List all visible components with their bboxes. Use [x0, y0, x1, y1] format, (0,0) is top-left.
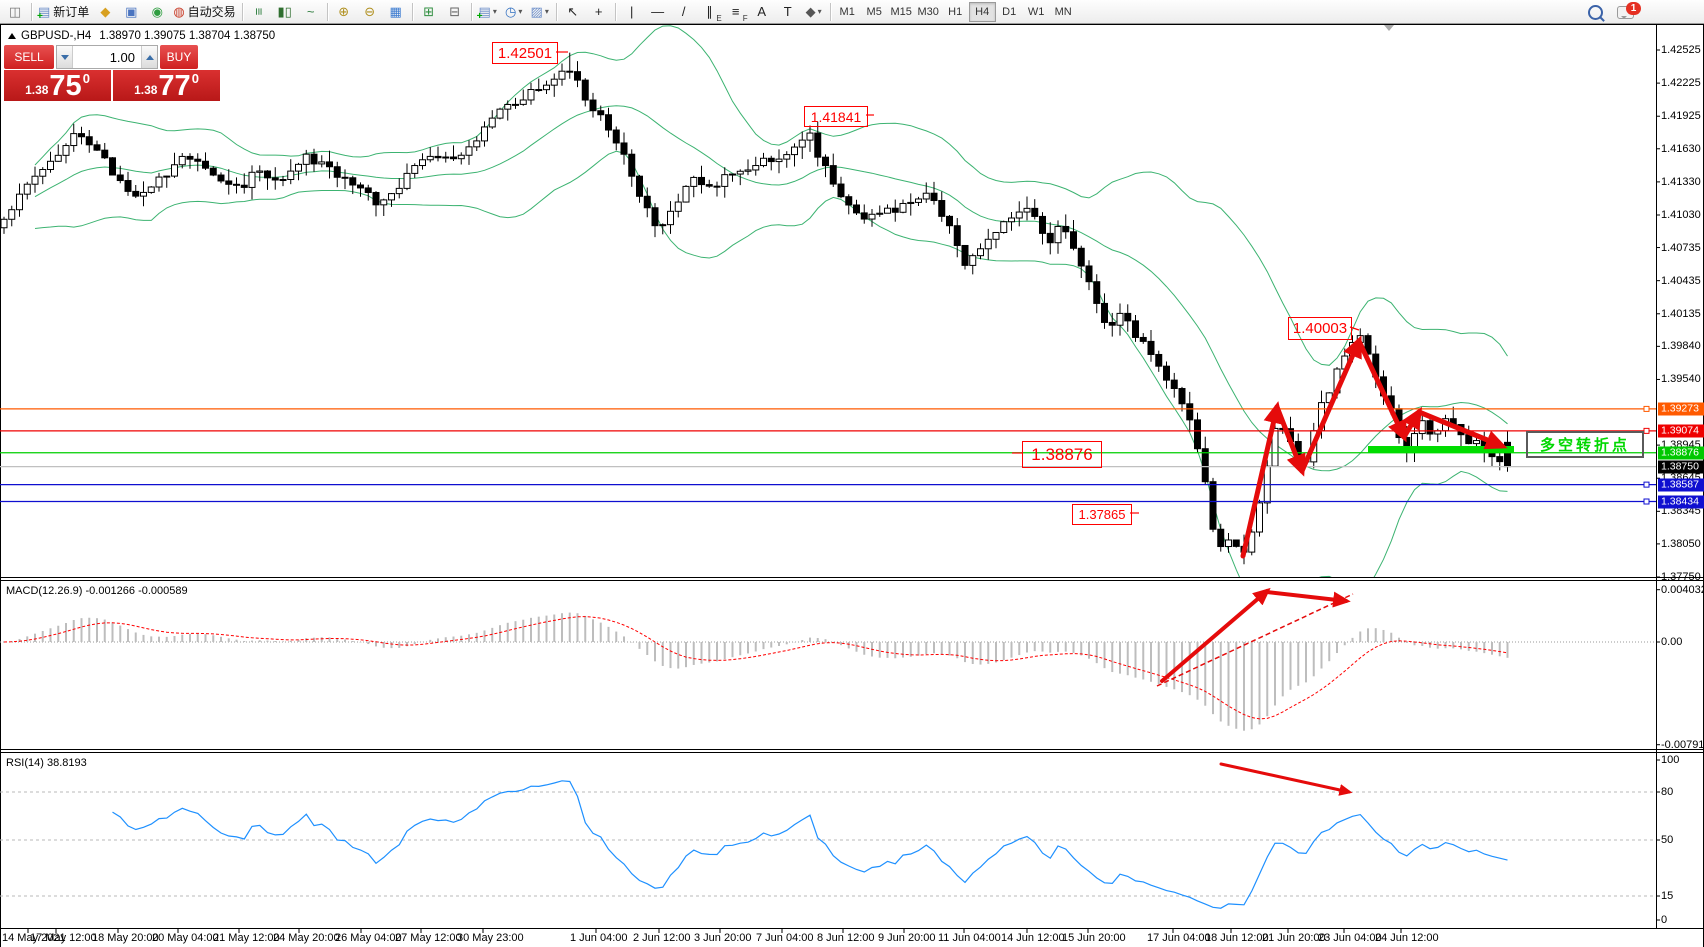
timeframe-mn[interactable]: MN: [1054, 5, 1072, 18]
trend-zigzag-arrow[interactable]: [1274, 404, 1306, 477]
timeframe-h4[interactable]: H4: [968, 1, 996, 22]
autotrading-button[interactable]: ◍ 自动交易: [173, 4, 236, 19]
rsi-line: [112, 780, 1508, 909]
chat-icon[interactable]: 1: [1617, 1, 1641, 19]
sell-button[interactable]: SELL: [4, 45, 54, 69]
trend-zigzag-arrow[interactable]: [1401, 406, 1423, 440]
volume-decrease-button[interactable]: [57, 46, 73, 68]
timeframe-m5[interactable]: M5: [866, 5, 882, 18]
timeframe-m1[interactable]: M1: [839, 5, 855, 18]
text-button[interactable]: A: [757, 4, 766, 19]
chart-window-icon[interactable]: ◫: [8, 4, 22, 19]
toolbar: ◫ ▤ + 新订单 ◆ ▣ ◉ ◍ 自动交易 ≡ ▮▯ ~ ⊕ ⊖ ▦ ⊞ ⊟ ▤ + ▾ ◷ ▾ ▨ ▾ ↖ + | — / ∥ E ≡ F A…: [0, 0, 1704, 24]
bollinger-middle: [34, 105, 1508, 472]
cursor-button[interactable]: ↖: [567, 4, 579, 19]
timeframe-m15[interactable]: M15: [890, 5, 912, 18]
macd-trend-arrow[interactable]: [1265, 590, 1351, 608]
timeframe-w1[interactable]: W1: [1027, 5, 1045, 18]
line-chart-icon[interactable]: ~: [306, 4, 315, 19]
price-annotation-1.37865[interactable]: 1.37865: [1072, 504, 1132, 525]
toolbar-separator: [555, 2, 557, 21]
price-annotation-1.40003[interactable]: 1.40003: [1288, 317, 1352, 340]
new-order-button[interactable]: ▤ + 新订单: [37, 4, 90, 22]
price-annotation-1.41841[interactable]: 1.41841: [804, 106, 868, 127]
macd-trend-arrow[interactable]: [1160, 587, 1271, 683]
volume-input[interactable]: 1.00: [109, 49, 135, 65]
toolbar-right: 1: [1588, 0, 1641, 24]
toolbar-buttons: ◫ ▤ + 新订单 ◆ ▣ ◉ ◍ 自动交易 ≡ ▮▯ ~ ⊕ ⊖ ▦ ⊞ ⊟ ▤ + ▾ ◷ ▾ ▨ ▾ ↖ + | — / ∥ E ≡ F A…: [2, 0, 827, 24]
trend-zigzag-arrow[interactable]: [1299, 335, 1362, 474]
signals-icon[interactable]: ◉: [151, 4, 163, 19]
notification-badge: 1: [1626, 1, 1641, 15]
toolbar-separator: [829, 2, 831, 21]
toolbar-separator: [614, 2, 616, 21]
timeframe-d1[interactable]: D1: [1002, 5, 1017, 18]
toolbar-separator: [470, 2, 472, 21]
zoom-in-icon[interactable]: ⊕: [338, 4, 350, 19]
trend-zigzag-arrow[interactable]: [1240, 401, 1284, 559]
chart-shift-icon[interactable]: ⊟: [449, 4, 461, 19]
macd-signal-line: [3, 616, 1508, 720]
search-icon[interactable]: [1588, 4, 1603, 20]
channel-button[interactable]: ∥ E: [706, 4, 722, 23]
fibonacci-button[interactable]: ≡ F: [731, 4, 748, 23]
bollinger-upper: [34, 25, 1508, 366]
trend-zigzag-arrow[interactable]: [1356, 338, 1407, 443]
shapes-button[interactable]: ◆ ▾: [805, 4, 822, 19]
label-button[interactable]: T: [783, 4, 792, 19]
turning-point-label[interactable]: 多空转折点: [1526, 431, 1644, 458]
one-click-trading-panel: SELL 1.00 BUY 1.38 75 0 1.38 77 0: [4, 45, 221, 101]
tile-windows-icon[interactable]: ▦: [389, 4, 402, 19]
toolbar-separator: [241, 2, 243, 21]
toolbar-separator: [411, 2, 413, 21]
data-window-icon[interactable]: ▣: [125, 4, 138, 19]
timeframe-h1[interactable]: H1: [948, 5, 963, 18]
support-highlight-bar: [1368, 446, 1514, 453]
marketwatch-icon[interactable]: ◆: [100, 4, 111, 19]
toolbar-separator: [326, 2, 328, 21]
horizontal-line-button[interactable]: —: [651, 4, 665, 19]
auto-arrange-icon[interactable]: ⊞: [423, 4, 435, 19]
zoom-out-icon[interactable]: ⊖: [364, 4, 376, 19]
toolbar-separator: [31, 2, 32, 21]
template-button[interactable]: ▨ ▾: [530, 4, 549, 19]
trend-zigzag-arrow[interactable]: [1416, 409, 1508, 450]
rsi-trend-arrow[interactable]: [1219, 762, 1353, 796]
vertical-line-button[interactable]: |: [629, 4, 634, 19]
bollinger-lower: [34, 150, 1508, 577]
volume-increase-button[interactable]: [141, 46, 157, 68]
buy-button[interactable]: BUY: [160, 45, 198, 69]
sell-price[interactable]: 1.38 75 0: [4, 70, 111, 101]
timeframe-m30[interactable]: M30: [917, 5, 939, 18]
timeframe-group: M1 M5 M15 M30 H1 H4 D1 W1 MN: [834, 0, 1077, 24]
trendline-button[interactable]: /: [681, 4, 686, 19]
period-button[interactable]: ◷ ▾: [504, 4, 523, 19]
price-annotation-1.42501[interactable]: 1.42501: [492, 42, 558, 64]
buy-price[interactable]: 1.38 77 0: [113, 70, 220, 101]
price-annotation-1.38876[interactable]: 1.38876: [1022, 441, 1102, 468]
crosshair-button[interactable]: +: [594, 4, 603, 19]
candlestick-chart-icon[interactable]: ▮▯: [277, 4, 292, 19]
add-indicator-button[interactable]: ▤ + ▾: [476, 4, 497, 22]
volume-stepper: 1.00: [56, 45, 158, 69]
